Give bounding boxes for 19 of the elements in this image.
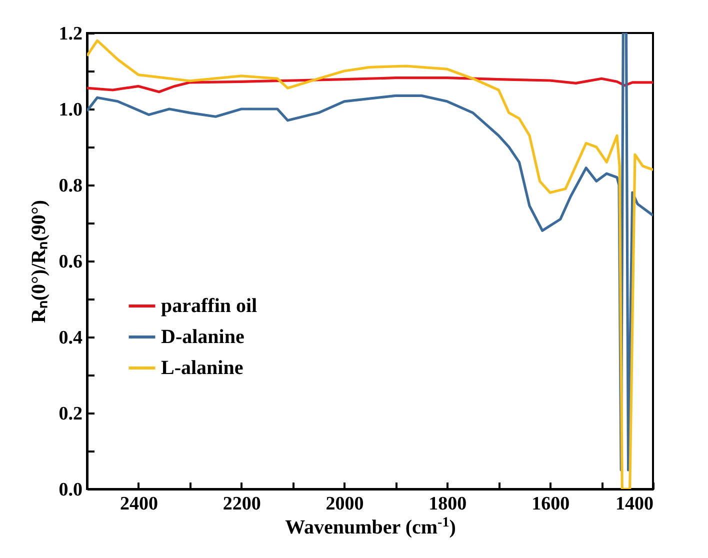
x-tick-label: 2200 bbox=[222, 494, 261, 514]
y-tick-label: 0.6 bbox=[58, 252, 82, 272]
x-tick-label: 2400 bbox=[120, 494, 158, 514]
legend-label: D-alanine bbox=[161, 326, 244, 348]
y-tick-label: 0.0 bbox=[58, 480, 82, 500]
line-series bbox=[87, 76, 653, 94]
x-tick-label: 1800 bbox=[428, 494, 467, 514]
x-tick-label: 1400 bbox=[616, 494, 654, 514]
y-tick-label: 0.2 bbox=[58, 404, 82, 424]
x-tick-label: 1600 bbox=[532, 494, 570, 514]
y-tick-label: 1.0 bbox=[58, 100, 82, 120]
x-tick-label: 2000 bbox=[326, 494, 364, 514]
legend-label: L-alanine bbox=[161, 357, 244, 379]
legend-label: paraffin oil bbox=[161, 295, 258, 317]
x-axis-title: Wavenumber (cm$^{-1}$) bbox=[285, 515, 456, 538]
y-tick-label: 0.8 bbox=[58, 176, 82, 196]
y-tick-label: 0.4 bbox=[58, 328, 83, 348]
y-axis-title: Rₙ(0°)/Rₙ(90°) bbox=[28, 200, 50, 324]
y-tick-label: 1.2 bbox=[58, 24, 82, 44]
